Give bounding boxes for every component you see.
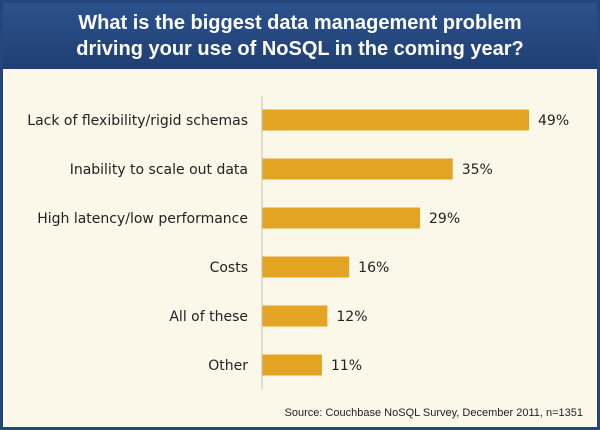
category-label: Costs bbox=[210, 260, 248, 276]
value-label: 49% bbox=[538, 113, 569, 129]
value-label: 12% bbox=[336, 309, 367, 325]
category-label: All of these bbox=[169, 309, 248, 325]
category-label: Other bbox=[208, 358, 248, 374]
chart-title: What is the biggest data management prob… bbox=[76, 12, 524, 60]
bar-chart: Lack of flexibility/rigid schemas 49% Inab… bbox=[27, 95, 569, 390]
bar bbox=[262, 354, 322, 376]
chart-header: What is the biggest data management prob… bbox=[3, 3, 597, 69]
category-label: Lack of flexibility/rigid schemas bbox=[27, 113, 248, 129]
value-label: 11% bbox=[331, 358, 362, 374]
category-label: High latency/low performance bbox=[37, 211, 248, 227]
value-label: 29% bbox=[429, 211, 460, 227]
bar bbox=[262, 109, 529, 131]
bar bbox=[262, 158, 453, 180]
value-label: 35% bbox=[462, 162, 493, 178]
bar bbox=[262, 207, 421, 229]
category-label: Inability to scale out data bbox=[70, 162, 248, 178]
value-label: 16% bbox=[358, 260, 389, 276]
source-note: Source: Couchbase NoSQL Survey, December… bbox=[284, 407, 584, 419]
bar bbox=[262, 305, 328, 327]
bar bbox=[262, 256, 350, 278]
